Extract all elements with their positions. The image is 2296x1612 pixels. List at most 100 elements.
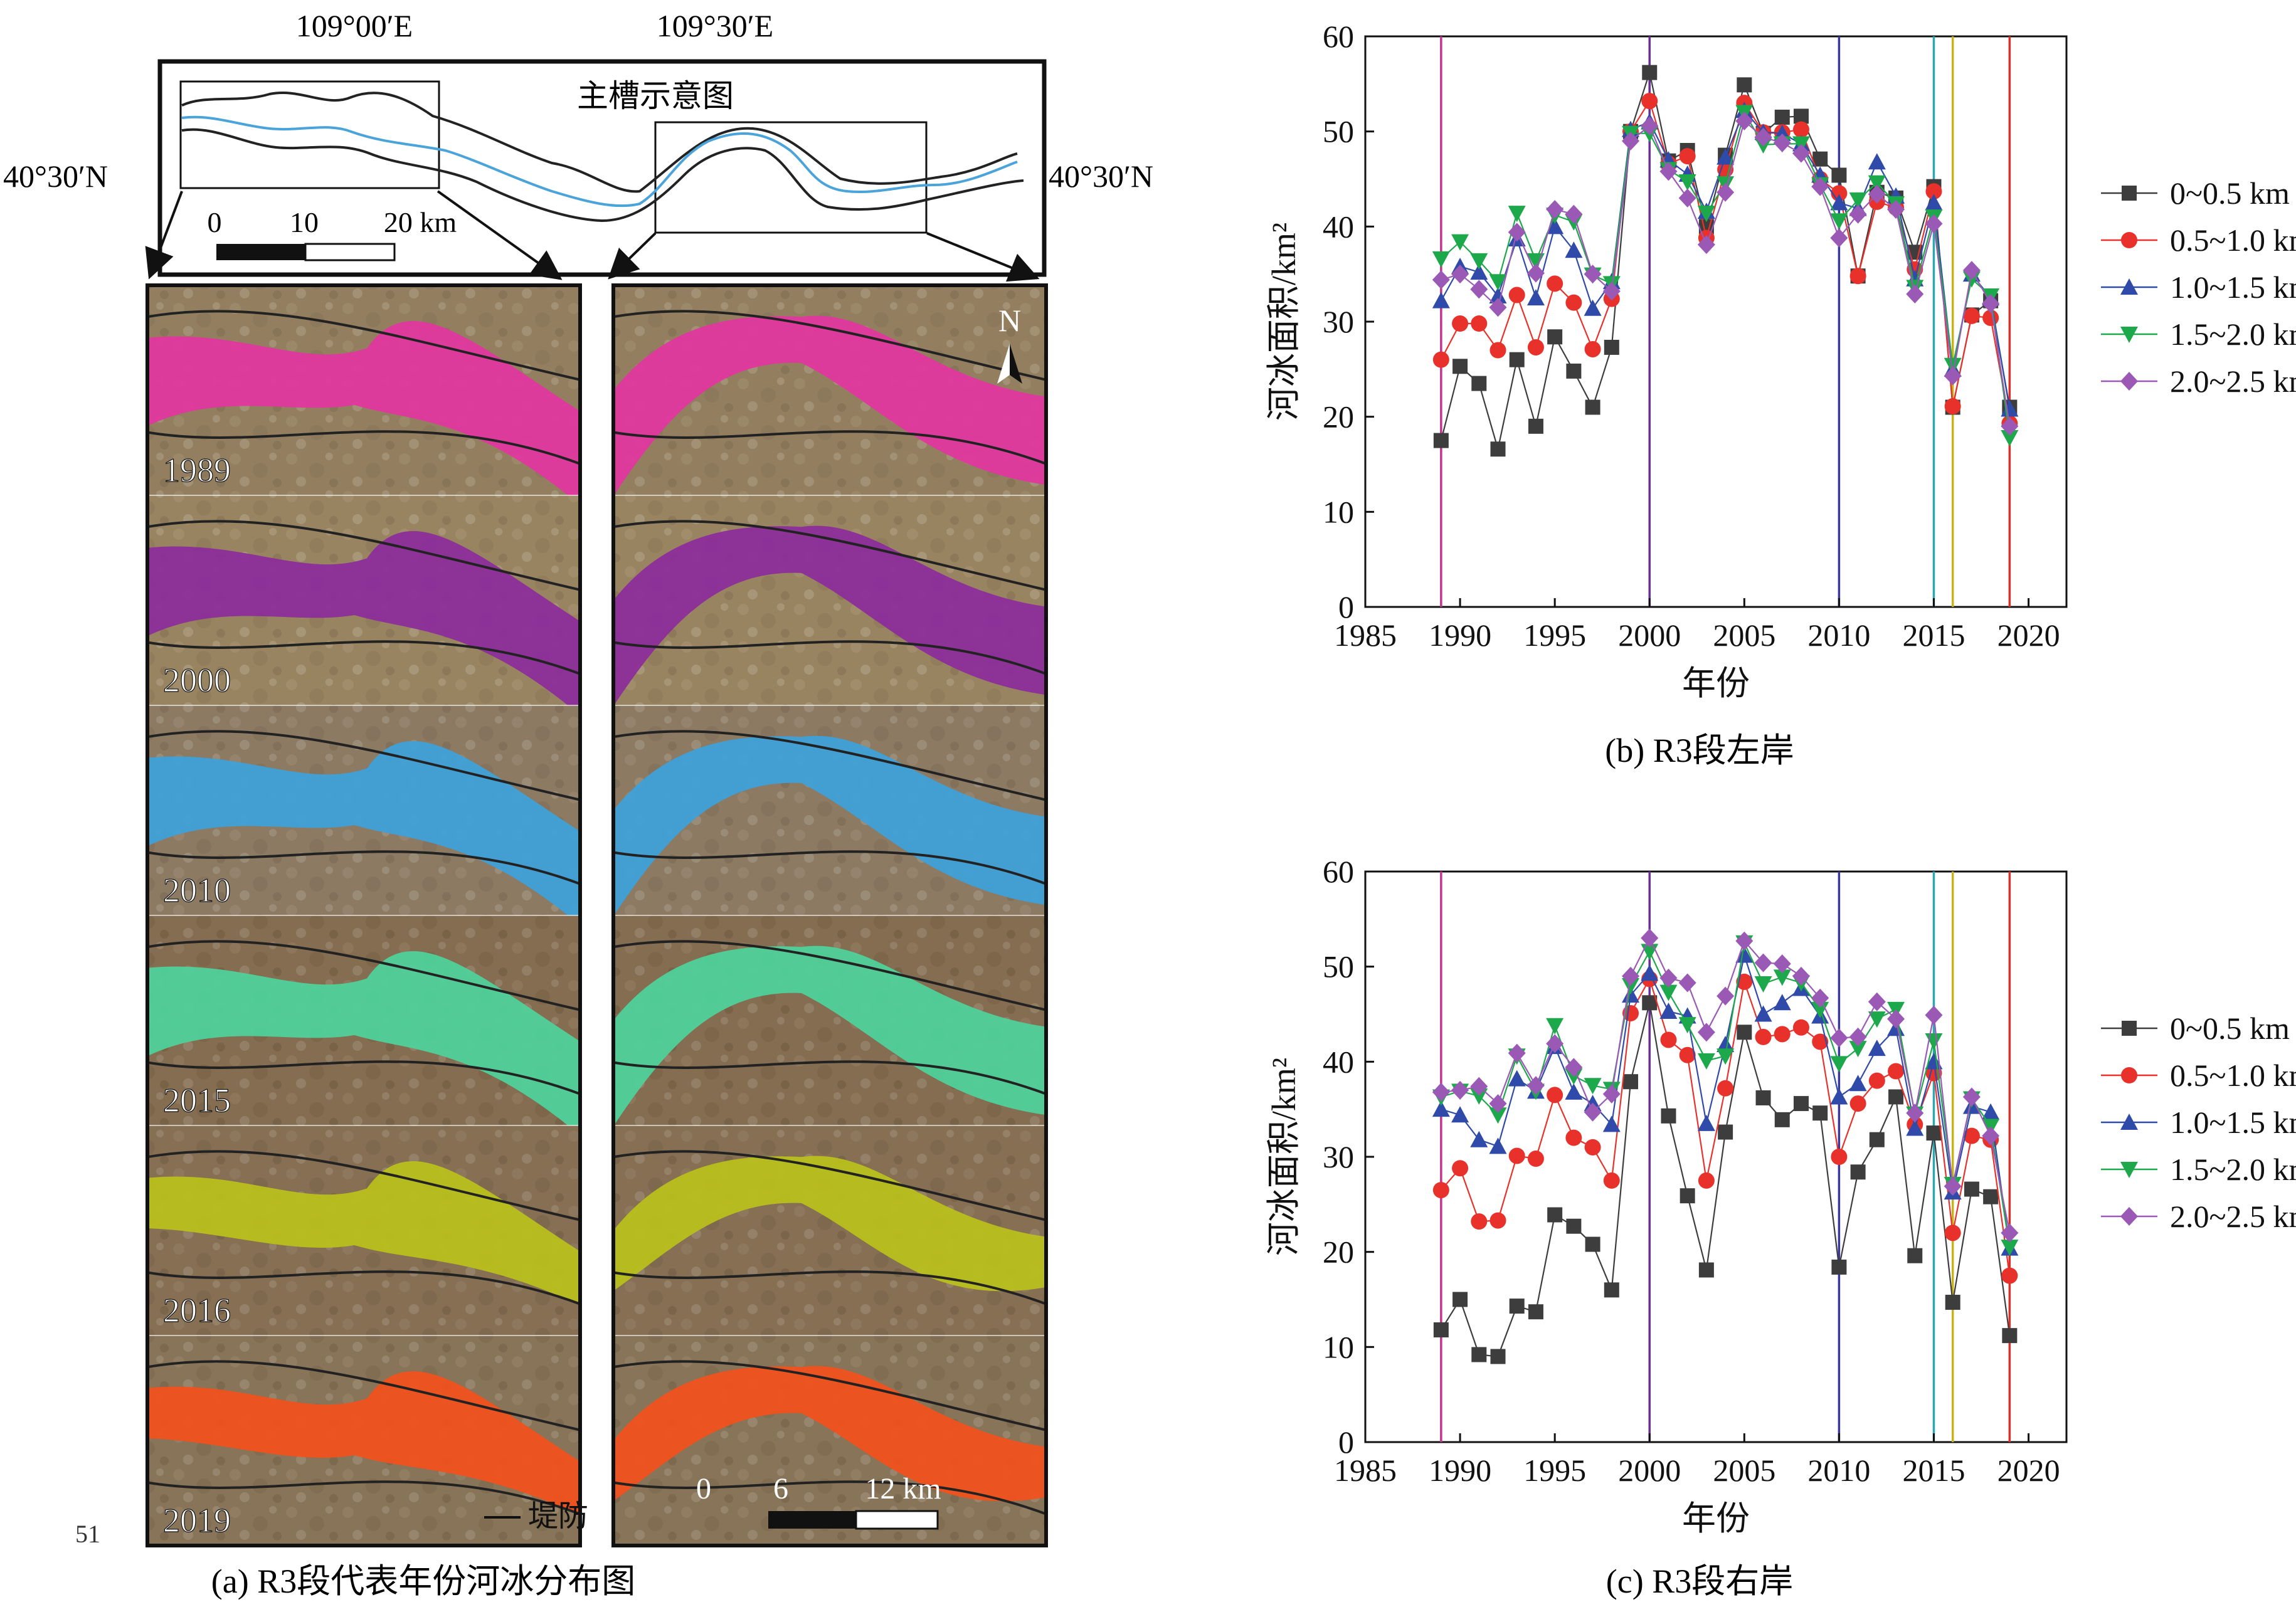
data-point	[2001, 1267, 2018, 1284]
data-point	[1735, 946, 1754, 963]
data-point	[1849, 1095, 1866, 1112]
data-point	[1566, 363, 1582, 379]
data-point	[1659, 968, 1678, 988]
data-point	[1489, 1212, 1506, 1229]
data-point	[1735, 111, 1754, 130]
data-point	[1547, 1207, 1563, 1223]
data-point	[1831, 1149, 1848, 1165]
data-point	[1602, 1115, 1621, 1132]
data-point	[1642, 65, 1658, 80]
data-point	[1433, 1322, 1449, 1338]
river-ice-2019	[613, 1366, 1046, 1502]
map-legend: 51 堤防 0 6 12 km	[75, 1472, 941, 1548]
data-point	[1697, 235, 1715, 255]
data-point	[1868, 184, 1886, 204]
dike-legend-label: 堤防	[528, 1500, 588, 1533]
data-point	[1697, 1114, 1715, 1131]
lat-label-left: 40°30′N	[3, 159, 108, 194]
data-point	[1602, 282, 1621, 301]
data-point	[1811, 177, 1829, 196]
data-point	[1678, 174, 1696, 191]
data-point	[1678, 1017, 1696, 1034]
data-point	[1489, 274, 1507, 291]
dike-line-south	[613, 1480, 1047, 1515]
data-point	[1470, 280, 1488, 299]
x-tick-label: 2000	[1618, 1453, 1681, 1488]
dike-line-south	[613, 850, 1047, 885]
data-point	[1432, 292, 1450, 308]
data-point	[1432, 270, 1450, 290]
y-tick-label: 0	[1338, 589, 1354, 624]
panel-a-caption: (a) R3段代表年份河冰分布图	[211, 1562, 635, 1600]
plot-frame	[1364, 870, 2068, 1443]
y-tick-label: 50	[1323, 949, 1354, 984]
ice-image-2019-left: 2019	[147, 1335, 581, 1546]
data-point	[1737, 1025, 1752, 1040]
data-point	[1641, 116, 1659, 135]
data-point	[1489, 1107, 1507, 1124]
legend-label: 1.0~1.5 km	[2170, 1105, 2296, 1140]
data-point	[1508, 1070, 1526, 1087]
x-tick-label: 1995	[1523, 1453, 1586, 1488]
data-point	[1906, 285, 1924, 304]
scale-label-10: 10	[290, 206, 319, 238]
year-label-2019: 2019	[163, 1502, 231, 1539]
lon-label-1: 109°00′E	[296, 8, 413, 43]
dike-line-south	[147, 640, 581, 675]
data-point	[1697, 1023, 1715, 1042]
dike-line-south	[613, 640, 1047, 675]
data-point	[1868, 992, 1886, 1011]
data-point	[1471, 1347, 1487, 1362]
x-tick-label: 1985	[1334, 618, 1397, 653]
data-point	[1451, 265, 1469, 284]
data-point	[1792, 144, 1810, 163]
dike-line-south	[147, 1270, 581, 1305]
data-point	[1849, 1075, 1867, 1092]
legend-marker	[2120, 278, 2138, 295]
data-point	[1546, 218, 1564, 234]
data-point	[1584, 340, 1601, 357]
ice-image-2000-right	[613, 495, 1047, 707]
data-point	[1508, 1147, 1525, 1164]
data-point	[1471, 315, 1488, 332]
data-point	[1508, 287, 1525, 303]
x-tick-label: 2010	[1807, 1453, 1870, 1488]
data-point	[1831, 167, 1847, 183]
lon-label-2: 109°30′E	[657, 8, 773, 43]
data-point	[1452, 1160, 1469, 1177]
corner-mark: 51	[75, 1520, 100, 1548]
data-point	[1830, 228, 1848, 248]
data-point	[1565, 241, 1583, 258]
data-point	[1792, 121, 1809, 138]
y-tick-label: 10	[1323, 494, 1354, 529]
dike-line-south	[613, 1270, 1047, 1305]
data-point	[1471, 1213, 1488, 1230]
data-point	[1982, 294, 2000, 313]
year-label-2010: 2010	[163, 872, 231, 909]
data-point	[1849, 1027, 1867, 1046]
data-point	[1526, 1076, 1545, 1095]
dike-line-south	[147, 850, 581, 885]
map-panel: 109°00′E 109°30′E 40°30′N 40°30′N 主槽示意图 …	[3, 8, 1153, 1600]
lat-label-right: 40°30′N	[1049, 159, 1153, 194]
data-point	[1906, 1119, 1924, 1136]
data-point	[1962, 1087, 1981, 1107]
data-point	[1489, 287, 1507, 304]
legend-marker	[2120, 372, 2138, 391]
data-point	[1925, 1006, 1943, 1025]
dike-line-south	[613, 1060, 1047, 1095]
data-point	[1793, 1096, 1809, 1112]
data-point	[1452, 315, 1469, 332]
data-point	[1603, 1172, 1620, 1189]
data-point	[1433, 433, 1449, 448]
data-point	[1508, 223, 1526, 242]
data-point	[1679, 1046, 1696, 1063]
inset-dike-north	[181, 92, 1018, 193]
north-label: N	[998, 303, 1021, 338]
data-point	[1584, 1139, 1601, 1156]
dike-line-south	[613, 430, 1047, 465]
data-point	[1527, 339, 1544, 356]
river-ice-2010	[613, 735, 1046, 917]
series-0	[1433, 65, 2018, 457]
data-point	[1926, 1125, 1942, 1141]
